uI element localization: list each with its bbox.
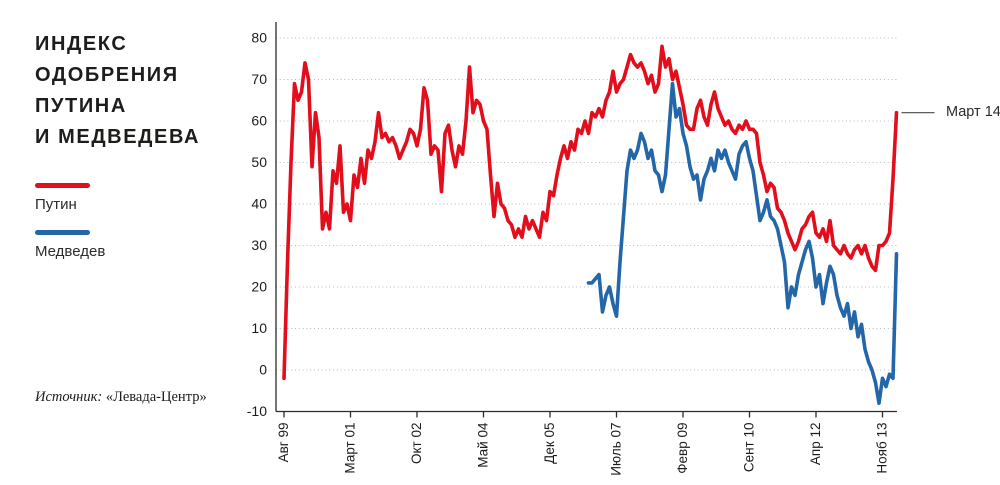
title-line-4: И МЕДВЕДЕВА [35, 126, 201, 148]
title-line-3: ПУТИНА [35, 95, 127, 117]
legend-label-putin: Путин [35, 196, 77, 213]
y-tick-label: -10 [247, 403, 267, 419]
y-tick-label: 40 [251, 196, 267, 212]
x-tick-label: Март 01 [343, 423, 358, 474]
page-title: ИНДЕКС ОДОБРЕНИЯ ПУТИНА И МЕДВЕДЕВА [35, 29, 200, 153]
legend-item-medvedev: Медведев [35, 230, 105, 261]
x-tick-label: Дек 05 [542, 423, 557, 464]
x-tick-label: Сент 10 [742, 423, 757, 473]
putin-line-swatch [35, 183, 90, 188]
y-tick-label: 0 [259, 362, 267, 378]
x-tick-label: Февр 09 [675, 423, 690, 474]
medvedev-line-swatch [35, 230, 90, 235]
end-annotation-label: Март 14 [946, 104, 1000, 120]
medvedev-line [586, 81, 899, 406]
x-tick-label: Нояб 13 [875, 423, 890, 474]
x-tick-label: Авг 99 [276, 423, 291, 463]
y-tick-label: 70 [251, 71, 267, 87]
x-tick-label: Май 04 [476, 422, 491, 468]
legend-label-medvedev: Медведев [35, 243, 106, 260]
y-tick-label: 10 [251, 320, 267, 336]
legend: Путин Медведев [35, 183, 105, 277]
x-tick-label: Окт 02 [409, 423, 424, 465]
source-name: «Левада-Центр» [105, 389, 207, 405]
legend-item-putin: Путин [35, 183, 105, 214]
putin-line [282, 44, 899, 381]
x-tick-label: Июль 07 [609, 423, 624, 476]
source-note: Источник: «Левада-Центр» [35, 389, 207, 406]
y-tick-label: 80 [251, 30, 267, 46]
title-line-1: ИНДЕКС [35, 33, 128, 55]
title-line-2: ОДОБРЕНИЯ [35, 64, 179, 86]
y-tick-label: 30 [251, 237, 267, 253]
y-tick-label: 60 [251, 113, 267, 129]
y-tick-label: 50 [251, 154, 267, 170]
x-tick-label: Апр 12 [808, 423, 823, 466]
source-prefix: Источник: [35, 389, 103, 405]
y-tick-label: 20 [251, 279, 267, 295]
